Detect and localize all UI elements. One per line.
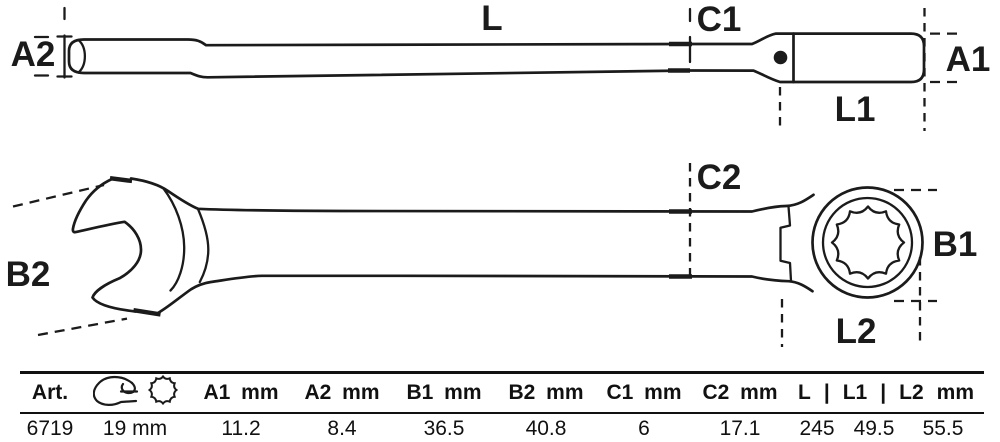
flex-joint-tongue [779,205,793,283]
plan-lower-contour [156,274,814,315]
col-header-art: Art. [31,381,69,404]
col-header-b1: B1 mm [406,381,482,404]
dim-b1-l2-marks [780,188,937,347]
open-end-tip-arc [77,38,87,74]
side-view-outline [67,32,926,84]
col-header-size-icons [80,373,190,414]
dim-label-l2: L2 [836,312,877,351]
dim-label-c1: C1 [697,0,742,39]
dim-b2-dash-upper [12,183,105,208]
dim-label-b2: B2 [6,255,51,294]
cell-c1: 6 [638,417,650,440]
col-header-b2: B2 mm [508,381,584,404]
neck-collar-arc-2 [196,207,210,284]
col-header-lengths: L | L1 | L2 mm [788,373,984,414]
col-header-mm: mm [936,381,975,404]
spec-table-data-row: 6719 19 mm 11.2 8.4 36.5 40.8 6 17.1 245… [20,413,984,442]
dim-label-b1: B1 [933,225,978,264]
dim-a2-marks [33,6,73,79]
dim-label-l: L [481,0,502,38]
cell-a1: 11.2 [221,417,261,440]
dim-b2-dash-lower [37,317,128,337]
open-end-mouth [71,177,143,313]
col-header-l: L [798,381,811,404]
dim-label-c2: C2 [697,158,742,197]
header-separator: | [880,381,887,404]
cell-c2: 17.1 [719,417,761,440]
dim-label-a2: A2 [11,35,56,74]
dim-label-l1: L1 [835,90,876,129]
dim-a1-l1-marks [778,8,964,131]
wrench-technical-drawing: L C1 A1 A2 L1 [6,0,991,351]
cell-l2: 55.5 [922,417,964,440]
side-view: L C1 A1 A2 L1 [11,0,991,131]
col-header-l1: L1 [842,381,868,404]
cell-a2: 8.4 [327,417,357,440]
cell-l1: 49.5 [853,417,895,440]
neck-collar-arc-1 [162,187,186,292]
header-separator: | [823,381,830,404]
spec-table: Art. [20,371,985,442]
open-end-wrench-icon [92,374,139,412]
lower-jaw-tip-flat [133,308,161,317]
ring-inner-circle [821,196,914,289]
pivot-pin-dot [773,50,788,65]
plan-view: C2 B1 B2 L2 [6,158,978,351]
dim-c1-marks [668,7,692,73]
spec-table-header-row: Art. [20,373,985,414]
col-header-a2: A2 mm [304,381,380,404]
col-header-a1: A1 mm [203,381,279,404]
dim-label-a1: A1 [946,40,991,79]
col-header-c1: C1 mm [606,381,682,404]
ring-12-point-icon [147,374,178,411]
ring-12-point-profile [830,205,906,280]
dim-c2-marks [669,163,692,281]
cell-b2: 40.8 [525,417,567,440]
upper-jaw-tip-flat [109,176,133,184]
ring-outer-circle [811,186,924,299]
cell-l: 245 [799,417,835,440]
col-header-c2: C2 mm [702,381,778,404]
col-header-l2: L2 [899,381,924,404]
cell-b1: 36.5 [423,417,465,440]
cell-size: 19 mm [102,417,168,440]
plan-upper-contour [129,177,815,213]
cell-article-number: 6719 [26,417,74,440]
